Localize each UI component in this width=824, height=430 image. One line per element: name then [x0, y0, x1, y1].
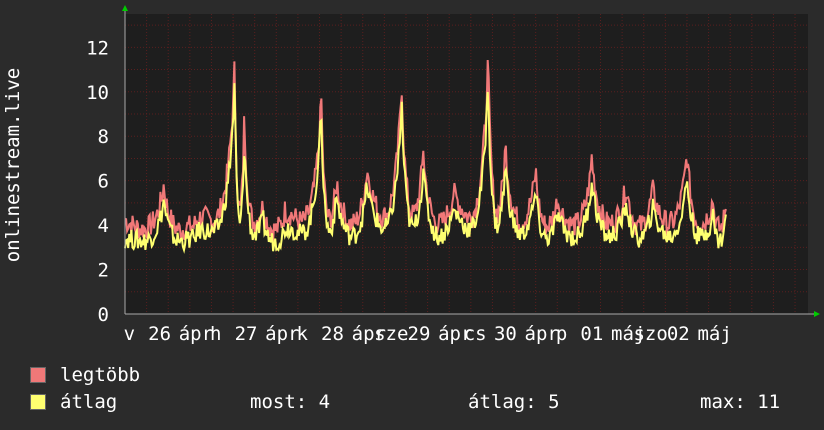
- stat-avg: átlag: 5: [468, 391, 560, 413]
- x-tick-label: máj: [697, 323, 731, 345]
- x-tick-label: ápr: [352, 323, 386, 345]
- stat-max: max: 11: [700, 391, 781, 413]
- x-tick-label: ápr: [525, 323, 559, 345]
- series-line-max: [124, 59, 727, 243]
- x-tick-label: ápr: [179, 323, 213, 345]
- legend-item-max: legtöbb: [30, 364, 140, 386]
- x-tick-label: 29: [408, 323, 431, 345]
- y-tick-label: 10: [86, 82, 109, 104]
- series-line-avg: [124, 83, 727, 254]
- x-tick-label: k: [297, 323, 309, 345]
- axes: [122, 5, 820, 317]
- legend-swatch-avg: [30, 394, 46, 410]
- y-tick-label: 12: [86, 37, 109, 59]
- legend-label-max: legtöbb: [60, 364, 141, 386]
- y-axis-label: onlinestream.live: [2, 68, 24, 262]
- y-tick-label: 6: [98, 171, 109, 193]
- y-tick-label: 4: [98, 215, 109, 237]
- legend-label-avg: átlag: [60, 391, 118, 413]
- x-tick-label: ápr: [265, 323, 299, 345]
- y-tick-label: 2: [98, 260, 109, 282]
- grid: [124, 14, 808, 314]
- x-tick-label: máj: [611, 323, 645, 345]
- y-tick-label: 0: [98, 304, 109, 326]
- legend-item-avg: átlag: [30, 391, 117, 413]
- x-tick-label: 28: [321, 323, 344, 345]
- x-tick-label: p: [556, 323, 567, 345]
- x-tick-label: 02: [667, 323, 690, 345]
- x-tick-label: 27: [235, 323, 258, 345]
- legend-swatch-max: [30, 367, 46, 383]
- series-layer: [124, 59, 727, 254]
- x-tick-label: sze: [374, 323, 408, 345]
- y-tick-labels: 0 2 4 6 8 10 12: [86, 37, 109, 326]
- x-tick-label: v: [124, 323, 135, 345]
- x-tick-label: 30: [494, 323, 517, 345]
- y-axis-arrow: [122, 5, 128, 11]
- x-tick-label: ápr: [438, 323, 472, 345]
- x-tick-label: 26: [148, 323, 171, 345]
- x-tick-label: cs: [464, 323, 487, 345]
- x-tick-label: 01: [580, 323, 603, 345]
- stat-now: most: 4: [250, 391, 331, 413]
- x-tick-label: szo: [633, 323, 667, 345]
- x-tick-label: h: [210, 323, 221, 345]
- y-tick-label: 8: [98, 126, 109, 148]
- plot-area: [125, 14, 808, 314]
- x-axis-arrow: [814, 311, 820, 317]
